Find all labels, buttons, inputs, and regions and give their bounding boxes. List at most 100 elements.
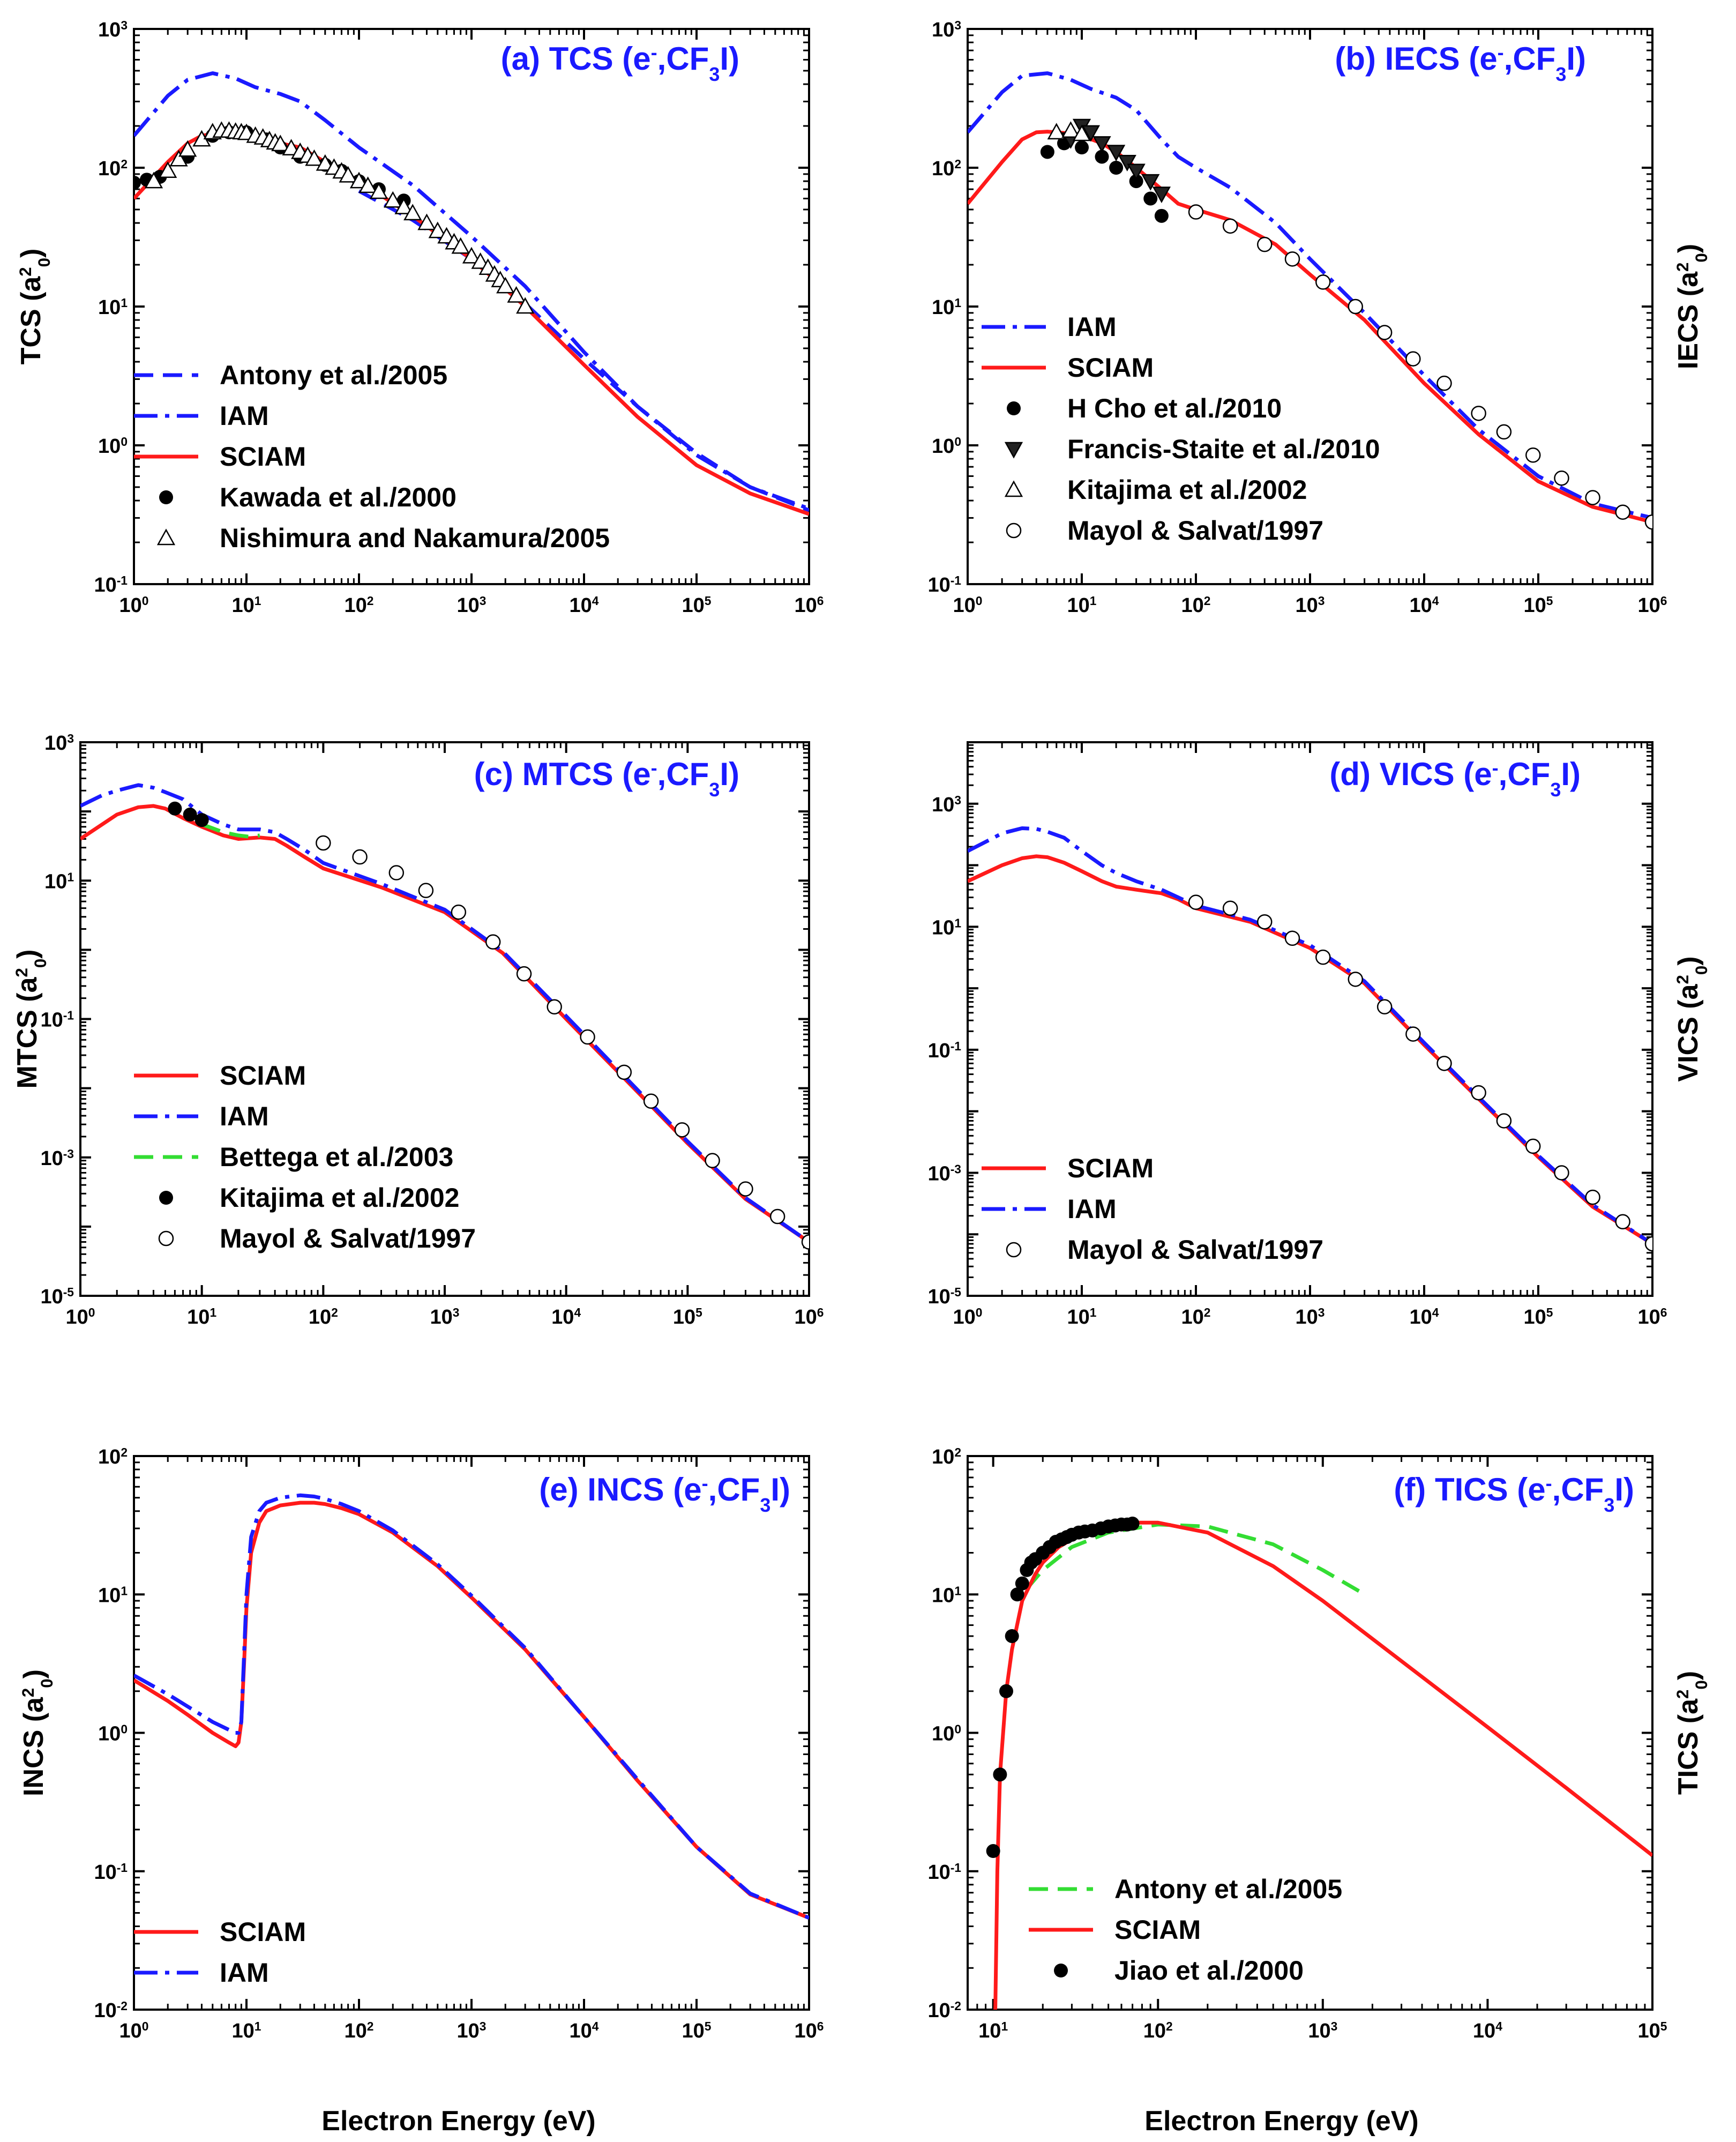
data-point: [1061, 121, 1080, 138]
y-tick-label: 101: [44, 870, 74, 893]
legend-label: Jiao et al./2000: [1114, 1956, 1304, 1986]
legend-label: H Cho et al./2010: [1067, 393, 1282, 423]
data-point: [1348, 972, 1364, 987]
chart-title: (a) TCS (e-,CF3I): [501, 41, 739, 85]
legend-label: IAM: [1067, 312, 1117, 342]
y-tick-label: 102: [98, 1445, 128, 1468]
data-point: [993, 1767, 1007, 1782]
data-point: [507, 286, 526, 303]
y-tick-label: 100: [98, 1722, 128, 1745]
x-tick-label: 102: [345, 2019, 374, 2042]
data-point: [1125, 1517, 1140, 1531]
data-point: [1554, 471, 1569, 486]
x-tick-label: 105: [1524, 1305, 1553, 1329]
data-point: [1525, 1138, 1541, 1154]
legend-swatch: [1004, 442, 1023, 459]
legend-swatch: [1006, 1242, 1022, 1258]
data-point: [1095, 150, 1109, 164]
data-point: [496, 277, 515, 294]
y-axis-label: VICS (a20): [1673, 956, 1711, 1081]
data-point: [168, 801, 182, 816]
data-point: [643, 1093, 659, 1109]
data-point: [134, 175, 141, 190]
x-tick-label: 106: [1638, 1305, 1667, 1329]
data-point: [169, 150, 188, 167]
data-point: [144, 171, 163, 189]
data-point: [1405, 1026, 1421, 1042]
legend-label: Mayol & Salvat/1997: [220, 1223, 476, 1253]
data-point: [1047, 123, 1066, 140]
x-tick-label: 102: [1181, 594, 1211, 617]
x-tick-label: 106: [795, 2019, 824, 2042]
legend-label: IAM: [1067, 1194, 1117, 1224]
data-point: [282, 139, 301, 156]
data-point: [738, 1181, 753, 1197]
y-tick-label: 10-1: [94, 573, 128, 596]
legend-swatch: [1054, 1964, 1068, 1977]
data-point: [194, 813, 209, 827]
data-point: [1615, 1214, 1630, 1230]
x-tick-label: 104: [551, 1305, 581, 1329]
data-point: [674, 1122, 690, 1138]
plot-frame: [79, 741, 810, 1297]
legend: SCIAM IAM: [134, 1917, 306, 1988]
data-point: [271, 135, 290, 152]
series-line-antony-et-al-2005: [358, 189, 809, 512]
chart-title: (c) MTCS (e-,CF3I): [474, 756, 739, 801]
series-line-sciam: [134, 1501, 809, 1920]
legend-label: Francis-Staite et al./2010: [1067, 434, 1380, 464]
y-tick-label: 102: [932, 1445, 961, 1468]
y-tick-label: 102: [98, 157, 128, 180]
data-point: [547, 999, 562, 1015]
legend-swatch: [159, 490, 173, 504]
y-tick-label: 103: [932, 18, 961, 41]
data-point: [999, 1684, 1014, 1698]
y-tick-label: 103: [44, 732, 74, 755]
x-tick-label: 103: [1296, 594, 1325, 617]
data-point: [1436, 375, 1452, 391]
y-tick-label: 10-1: [927, 1039, 961, 1062]
chart-panel-4: 100 101 102 103 104 105 106 10-5 10-3 10-1 101 103 (…: [927, 741, 1711, 1329]
x-tick-label: 101: [232, 594, 261, 617]
x-tick-label: 100: [953, 594, 983, 617]
legend: SCIAM IAM Bettega et al./2003 Kitajima et a…: [134, 1061, 476, 1253]
x-tick-label: 100: [119, 2019, 149, 2042]
legend-label: IAM: [220, 1101, 269, 1131]
x-tick-label: 101: [187, 1305, 216, 1329]
data-point: [1093, 136, 1111, 153]
data-point: [339, 166, 357, 183]
data-point: [1188, 204, 1204, 220]
data-point: [1585, 1189, 1600, 1205]
x-tick-label: 104: [1410, 1305, 1439, 1329]
y-tick-label: 10-1: [94, 1861, 128, 1884]
legend-label: SCIAM: [1067, 353, 1154, 383]
data-point: [1152, 186, 1171, 204]
data-point: [1471, 1085, 1486, 1101]
x-tick-label: 101: [978, 2019, 1008, 2042]
x-tick-label: 102: [345, 594, 374, 617]
legend-swatch: [1006, 523, 1022, 539]
data-point: [388, 865, 405, 880]
legend-label: SCIAM: [220, 442, 306, 472]
data-point: [1141, 174, 1160, 191]
data-point: [1376, 325, 1393, 340]
x-tick-label: 100: [66, 1305, 95, 1329]
data-point: [1585, 490, 1600, 505]
data-point: [801, 1234, 809, 1250]
x-tick-label: 102: [309, 1305, 338, 1329]
legend-label: Antony et al./2005: [220, 360, 447, 390]
y-tick-label: 10-3: [927, 1162, 961, 1185]
series-line-iam: [968, 71, 1652, 520]
x-tick-label: 101: [232, 2019, 261, 2042]
legend-label: Antony et al./2005: [1114, 1874, 1342, 1904]
y-axis-label: TCS (a20): [16, 249, 54, 365]
x-tick-label: 104: [1473, 2019, 1502, 2042]
data-point: [1015, 1576, 1029, 1591]
chart-panel-2: 100 101 102 103 104 105 10610-1100101102103(b)…: [927, 18, 1710, 617]
data-point: [1222, 900, 1238, 916]
data-point: [1644, 1236, 1652, 1252]
chart-title: (f) TICS (e-,CF3I): [1394, 1472, 1634, 1516]
y-tick-label: 102: [932, 157, 961, 180]
y-tick-label: 101: [98, 296, 128, 319]
